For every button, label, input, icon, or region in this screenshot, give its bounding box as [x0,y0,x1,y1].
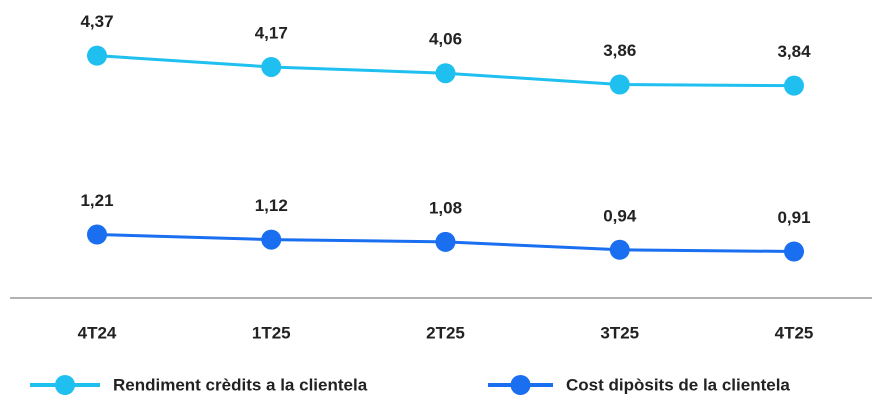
data-label: 4,06 [429,30,462,49]
data-label: 1,08 [429,198,462,217]
legend-marker [510,375,531,395]
x-tick-label: 3T25 [600,323,639,342]
point [784,241,804,262]
data-label: 1,21 [80,191,113,210]
x-tick-label: 4T24 [78,323,117,342]
point [261,229,282,250]
data-label: 4,17 [255,23,288,42]
point [435,63,456,84]
data-label: 0,94 [603,206,637,225]
legend-marker [55,375,75,395]
data-label: 4,37 [80,12,113,31]
point [784,75,804,96]
data-label: 0,91 [777,208,810,227]
x-tick-label: 1T25 [252,323,291,342]
point [609,239,630,260]
legend-label: Cost dipòsits de la clientela [566,375,790,394]
x-tick-label: 2T25 [426,323,465,342]
x-tick-label: 4T25 [775,323,814,342]
point [87,224,107,245]
legend-label: Rendiment crèdits a la clientela [113,375,368,394]
point [609,74,630,95]
point [261,56,282,77]
data-label: 3,84 [777,42,811,61]
data-label: 1,12 [255,196,288,215]
data-label: 3,86 [603,41,636,60]
point [87,45,107,66]
point [435,231,456,252]
